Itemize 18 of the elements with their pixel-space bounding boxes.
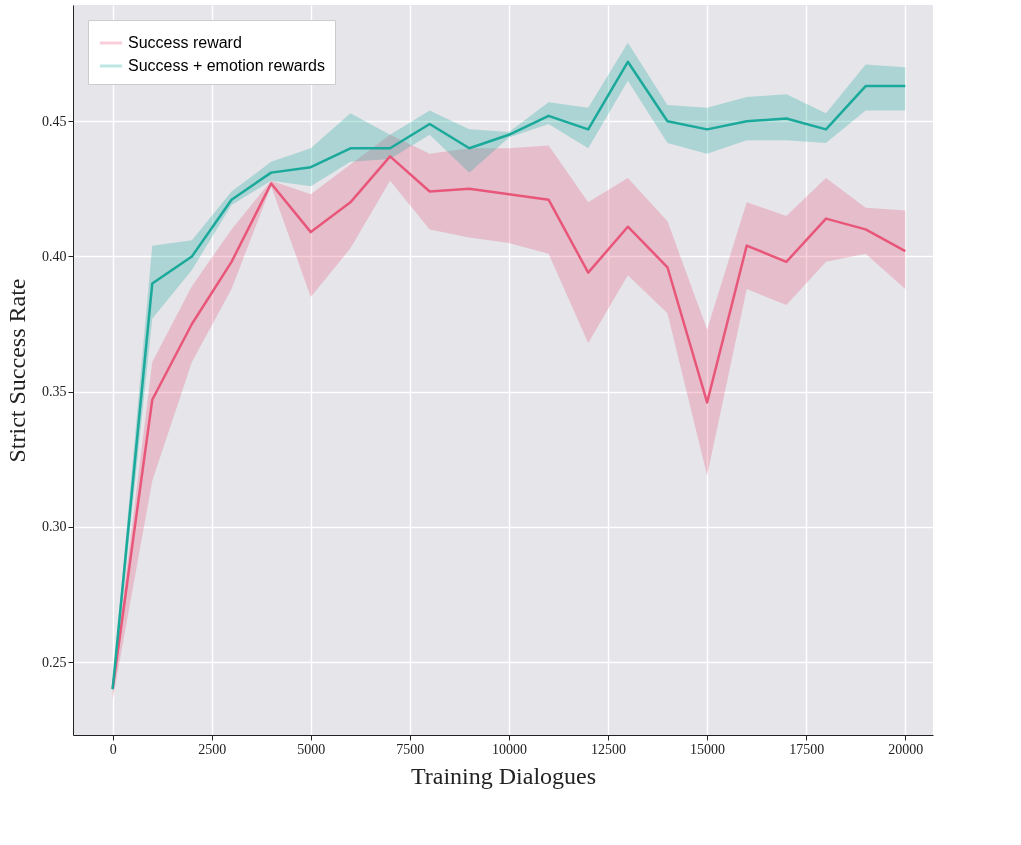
y-tick-label: 0.30: [42, 519, 67, 535]
x-tick-label: 15000: [690, 741, 726, 757]
x-axis-title: Training Dialogues: [410, 762, 597, 789]
y-tick-label: 0.45: [42, 113, 67, 129]
y-tick-label: 0.40: [42, 248, 67, 264]
x-tick-label: 17500: [789, 741, 825, 757]
x-tick-label: 7500: [396, 741, 425, 757]
x-tick-label: 10000: [491, 741, 527, 757]
y-tick-label: 0.35: [42, 384, 67, 400]
legend-label: Success + emotion rewards: [128, 57, 325, 74]
y-axis-title: Strict Success Rate: [4, 278, 30, 463]
legend-label: Success reward: [128, 34, 242, 51]
x-tick-label: 5000: [297, 741, 326, 757]
x-tick-label: 0: [109, 741, 117, 757]
x-tick-label: 20000: [888, 741, 924, 757]
x-tick-label: 2500: [198, 741, 227, 757]
x-tick-label: 12500: [591, 741, 627, 757]
y-tick-label: 0.25: [42, 654, 67, 670]
